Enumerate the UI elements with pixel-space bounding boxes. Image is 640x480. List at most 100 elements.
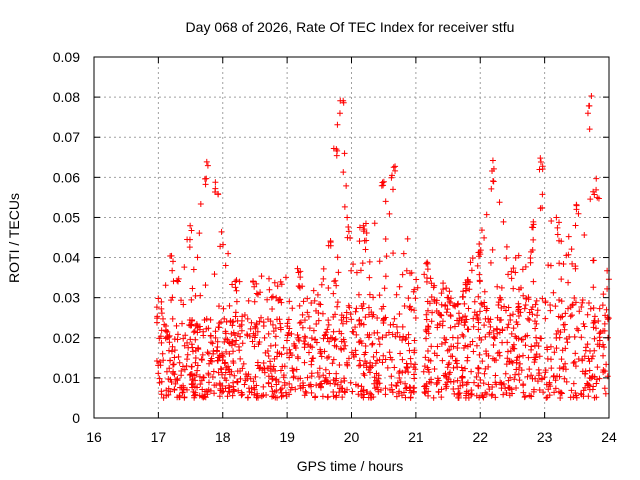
data-point [475, 365, 482, 372]
data-point [306, 325, 313, 332]
data-point [317, 350, 324, 357]
data-point [283, 337, 290, 344]
data-point [550, 373, 557, 380]
data-point [517, 284, 524, 291]
data-point [343, 182, 350, 189]
data-point [198, 377, 205, 384]
data-point [474, 312, 481, 319]
data-point [443, 285, 450, 292]
y-tick-label: 0.02 [53, 330, 80, 346]
data-point [509, 343, 516, 350]
data-point [371, 220, 378, 227]
data-point [412, 315, 419, 322]
data-point [601, 327, 608, 334]
data-point [478, 300, 485, 307]
data-point [590, 284, 597, 291]
data-point [353, 305, 360, 312]
data-point [229, 281, 236, 288]
data-point [362, 246, 369, 253]
data-point [166, 339, 173, 346]
data-point [402, 368, 409, 375]
data-point [493, 325, 500, 332]
y-tick-label: 0.05 [53, 209, 80, 225]
data-point [271, 279, 278, 286]
data-point [356, 362, 363, 369]
data-point [507, 312, 514, 319]
data-point [364, 388, 371, 395]
data-point [512, 333, 519, 340]
data-point [380, 320, 387, 327]
data-point [471, 379, 478, 386]
data-point [188, 321, 195, 328]
data-point [285, 316, 292, 323]
data-point [231, 332, 238, 339]
data-point [360, 370, 367, 377]
data-point [556, 334, 563, 341]
data-point [174, 331, 181, 338]
data-point [175, 278, 182, 285]
data-point [551, 389, 558, 396]
data-point [180, 301, 187, 308]
data-point [196, 323, 203, 330]
x-tick-label: 21 [408, 429, 424, 445]
data-point [370, 311, 377, 318]
data-point [380, 303, 387, 310]
data-point [222, 385, 229, 392]
data-point [257, 364, 264, 371]
data-point [479, 358, 486, 365]
data-point [387, 386, 394, 393]
data-point [325, 285, 332, 292]
data-point [167, 388, 174, 395]
data-point [167, 253, 174, 260]
data-point [179, 320, 186, 327]
data-point [456, 317, 463, 324]
data-point [320, 372, 327, 379]
data-point [498, 380, 505, 387]
data-point [433, 307, 440, 314]
data-point [406, 387, 413, 394]
data-point [391, 315, 398, 322]
data-point [504, 355, 511, 362]
data-point [197, 200, 204, 207]
data-point [223, 348, 230, 355]
y-tick-label: 0.07 [53, 129, 80, 145]
data-point [296, 302, 303, 309]
data-point [488, 185, 495, 192]
data-point [186, 316, 193, 323]
data-point [266, 275, 273, 282]
data-point [334, 303, 341, 310]
data-point [438, 394, 445, 401]
data-point [159, 350, 166, 357]
data-point [308, 358, 315, 365]
data-point [412, 366, 419, 373]
data-point [363, 229, 370, 236]
data-point [572, 389, 579, 396]
data-point [171, 386, 178, 393]
data-point [325, 353, 332, 360]
data-point [365, 366, 372, 373]
data-point [590, 305, 597, 312]
data-point [508, 268, 515, 275]
data-point [537, 335, 544, 342]
data-point [258, 314, 265, 321]
data-point [160, 357, 167, 364]
data-point [338, 338, 345, 345]
data-point [212, 334, 219, 341]
data-point [194, 362, 201, 369]
data-point [382, 273, 389, 280]
data-point [205, 370, 212, 377]
data-point [386, 210, 393, 217]
data-point [200, 394, 207, 401]
data-point [207, 333, 214, 340]
data-point [567, 304, 574, 311]
data-point [596, 334, 603, 341]
data-point [526, 309, 533, 316]
data-point [330, 290, 337, 297]
data-point [492, 394, 499, 401]
y-axis-label: ROTI / TECUs [6, 193, 22, 283]
data-point [498, 316, 505, 323]
data-point [402, 336, 409, 343]
data-point [571, 333, 578, 340]
data-point [320, 265, 327, 272]
data-point [233, 287, 240, 294]
